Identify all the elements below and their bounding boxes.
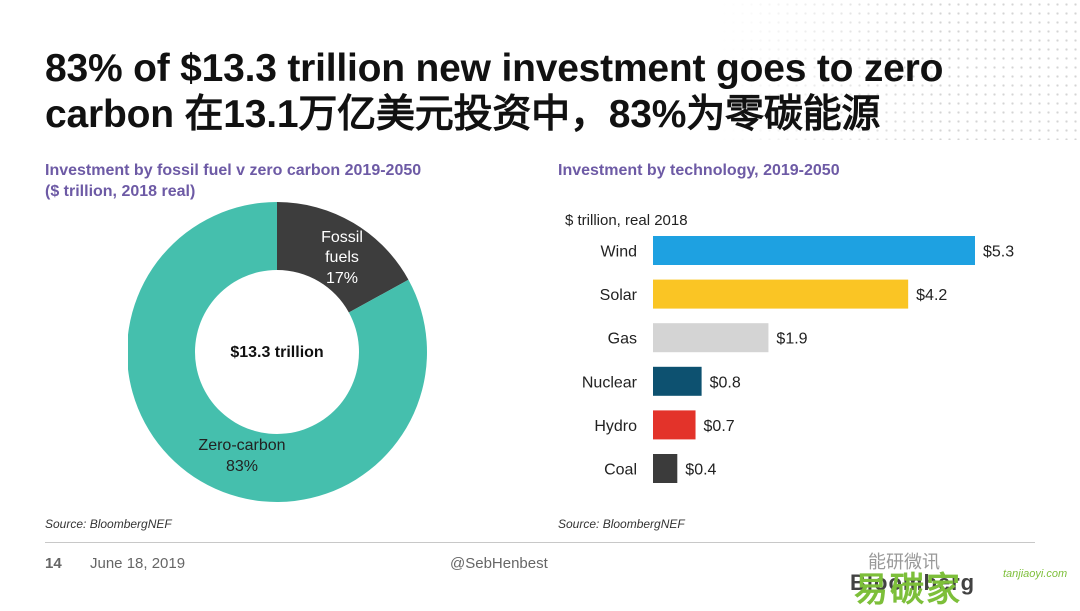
slice-label-fossil-line1: Fossil [321,229,363,246]
value-label-nuclear: $0.8 [710,374,741,391]
category-label-wind: Wind [601,244,637,261]
category-label-hydro: Hydro [594,418,637,435]
footer-divider [45,542,1035,543]
category-label-coal: Coal [604,462,637,479]
bar-chart: $ trillion, real 2018 Wind $5.3 Solar $4.2 G… [565,212,1014,483]
value-label-solar: $4.2 [916,287,947,304]
donut-title-line-1: Investment by fossil fuel v zero carbon … [45,162,422,179]
bar-source: Source: BloombergNEF [558,517,685,531]
page-number: 14 [45,555,62,572]
dot-pattern-decoration [720,0,1080,140]
bar-solar [653,279,909,309]
watermark-line-1: 能研微讯 [868,552,940,572]
value-label-coal: $0.4 [685,462,716,479]
category-label-solar: Solar [600,287,638,304]
watermark-line-3: tanjiaoyi.com [1003,568,1068,580]
value-label-gas: $1.9 [776,331,807,348]
donut-source: Source: BloombergNEF [45,517,172,531]
bar-unit-label: $ trillion, real 2018 [565,212,688,229]
donut-slice-fossil-fuels [277,202,409,313]
donut-slice-zero-carbon [128,202,427,502]
title-line-2: carbon 在13.1万亿美元投资中，83%为零碳能源 [45,93,881,136]
watermark-line-2: 易碳家 [854,571,962,609]
donut-chart-title: Investment by fossil fuel v zero carbon … [45,160,421,202]
slice-percent-zero-carbon: 83% [226,458,258,475]
footer-handle: @SebHenbest [450,555,548,572]
slice-label-zero-carbon: Zero-carbon [198,437,285,454]
watermark-brand: Bloomberg [850,570,976,595]
bar-gas [653,323,769,353]
category-label-gas: Gas [608,331,637,348]
category-label-nuclear: Nuclear [582,374,638,391]
donut-title-line-2: ($ trillion, 2018 real) [45,183,196,200]
bar-chart-title: Investment by technology, 2019-2050 [558,162,840,179]
title-line-1: 83% of $13.3 trillion new investment goe… [45,47,944,90]
slice-percent-fossil: 17% [326,270,358,287]
slice-label-fossil-line2: fuels [325,249,359,266]
footer-date: June 18, 2019 [90,555,186,572]
bar-nuclear [653,366,702,396]
bar-wind [653,236,975,265]
donut-chart: $13.3 trillion Fossil fuels 17% Zero-car… [128,202,427,502]
bar-coal [653,454,678,483]
bar-hydro [653,410,696,440]
value-label-hydro: $0.7 [704,418,735,435]
value-label-wind: $5.3 [983,244,1014,261]
slide-title: 83% of $13.3 trillion new investment goe… [45,46,1045,138]
watermark: Bloomberg 能研微讯 易碳家 tanjiaoyi.com [838,542,1068,609]
donut-center-label: $13.3 trillion [230,344,323,361]
